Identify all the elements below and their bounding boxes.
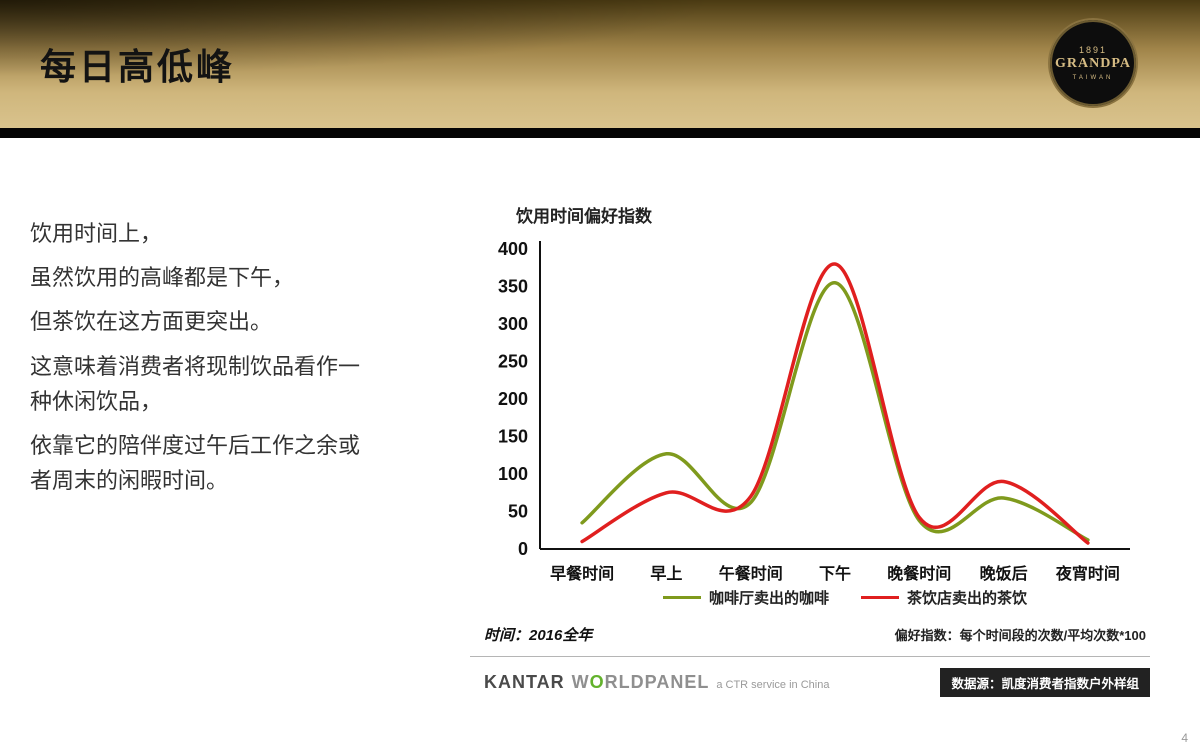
legend-label: 咖啡厅卖出的咖啡: [708, 590, 829, 607]
x-axis-label: 下午: [819, 564, 851, 583]
kantar-wordmark: KANTAR: [484, 672, 565, 692]
footer-row: KANTAR WORLDPANEL a CTR service in China…: [470, 668, 1150, 697]
logo-year: 1891: [1078, 45, 1108, 55]
chart-notes: 时间：2016全年 偏好指数：每个时间段的次数/平均次数*100: [470, 624, 1150, 645]
logo-region: TAIWAN: [1072, 75, 1114, 81]
slide-title: 每日高低峰: [40, 46, 236, 87]
chart-title: 饮用时间偏好指数: [516, 207, 652, 226]
chart-legend: 咖啡厅卖出的咖啡 茶饮店卖出的茶饮: [540, 587, 1150, 608]
x-axis-label: 早上: [650, 565, 682, 583]
logo-name: GRANDPA: [1055, 56, 1131, 71]
x-axis-label: 早餐时间: [550, 564, 614, 583]
y-axis-label: 50: [508, 502, 528, 522]
y-axis-label: 0: [518, 539, 528, 559]
x-axis-label: 晚饭后: [980, 564, 1028, 583]
page-number: 4: [1181, 731, 1188, 745]
worldpanel-rest: RLDPANEL: [604, 672, 710, 692]
line-chart: 0 50 100 150 200 250 300 350 400 早餐时间 早上 午餐时间 下午 晚餐时间…: [498, 239, 1130, 583]
time-note: 时间：2016全年: [484, 627, 593, 644]
y-axis-label: 100: [498, 464, 528, 484]
worldpanel-green-o-icon: O: [589, 672, 605, 692]
chart-section: 饮用时间偏好指数 0 50 100 150 200 250 300 350 400 早餐时间 早上 午…: [470, 202, 1150, 697]
series-line-1: [580, 262, 1090, 545]
x-axis-label: 午餐时间: [719, 564, 783, 583]
series-line-0: [580, 281, 1090, 542]
body-line: 依靠它的陪伴度过午后工作之余或者周末的闲暇时间。: [30, 432, 361, 494]
legend-label: 茶饮店卖出的茶饮: [907, 590, 1028, 607]
footer-divider: [470, 656, 1150, 657]
y-axis-label: 400: [498, 239, 528, 259]
legend-item: 咖啡厅卖出的咖啡: [662, 587, 829, 608]
body-text: 饮用时间上， 虽然饮用的高峰都是下午， 但茶饮在这方面更突出。这意味着消费者将现制饮…: [30, 216, 370, 507]
ctr-tagline: a CTR service in China: [716, 679, 830, 691]
y-axis-label: 250: [498, 352, 528, 372]
legend-swatch: [662, 596, 701, 599]
index-note: 偏好指数：每个时间段的次数/平均次数*100: [894, 628, 1146, 643]
y-axis-label: 150: [498, 427, 528, 447]
body-line: 这意味着消费者将现制饮品看作一种休闲饮品，: [30, 353, 361, 414]
grandpa-logo: 1891 GRANDPA TAIWAN: [1050, 20, 1136, 106]
body-line: 饮用时间上，: [30, 221, 163, 246]
legend-swatch: [861, 596, 899, 599]
worldpanel-w: W: [571, 672, 590, 692]
data-source-badge: 数据源：凯度消费者指数户外样组: [940, 668, 1150, 697]
header-divider: [0, 128, 1200, 138]
y-axis-label: 350: [498, 277, 528, 297]
y-axis-label: 300: [498, 314, 528, 334]
kantar-worldpanel-logo: KANTAR WORLDPANEL a CTR service in China: [484, 672, 829, 693]
header-band: 每日高低峰 1891 GRANDPA TAIWAN: [0, 0, 1200, 128]
worldpanel-wordmark: WORLDPANEL: [572, 672, 710, 693]
body-line: 但茶饮在这方面更突出。: [30, 309, 273, 335]
legend-item: 茶饮店卖出的茶饮: [861, 587, 1027, 608]
x-axis-label: 晚餐时间: [887, 564, 951, 583]
body-line: 虽然饮用的高峰都是下午，: [30, 265, 295, 291]
x-axis-label: 夜宵时间: [1055, 564, 1120, 583]
y-axis-label: 200: [498, 389, 528, 409]
